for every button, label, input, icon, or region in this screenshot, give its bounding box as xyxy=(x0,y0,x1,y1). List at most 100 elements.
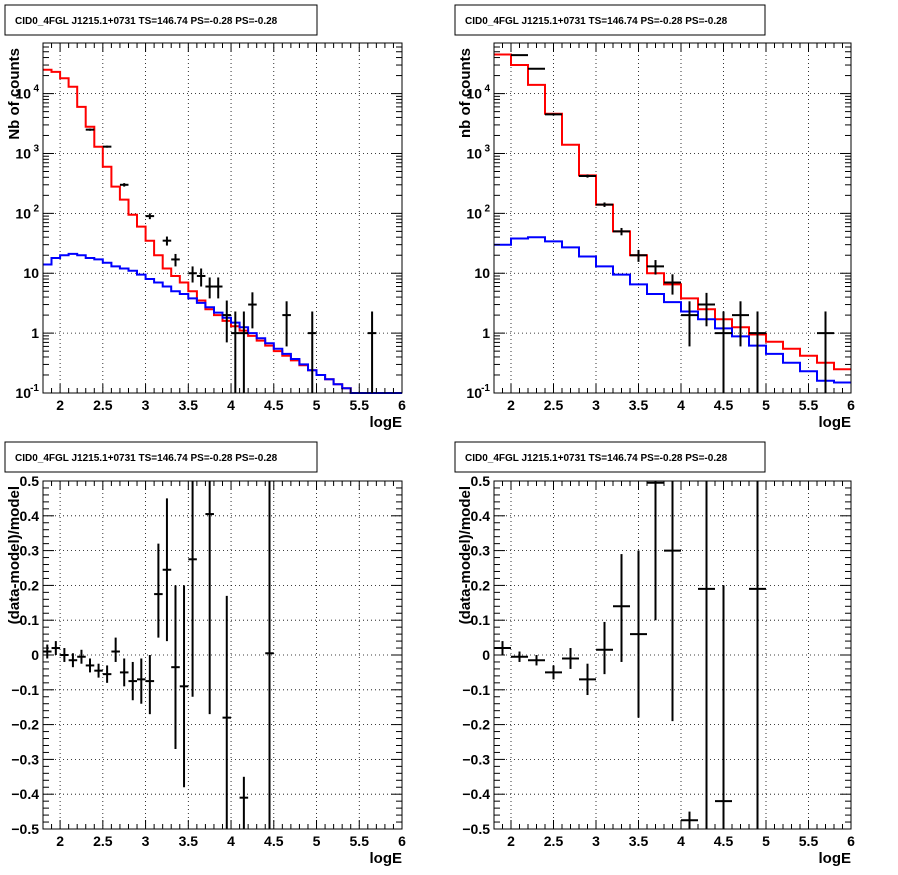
y-tick-label: 1 xyxy=(31,325,39,341)
x-tick-label: 2 xyxy=(56,833,64,849)
data-point xyxy=(119,658,129,687)
y-tick-label: 10 xyxy=(474,265,490,281)
x-tick-label: 3.5 xyxy=(629,397,649,413)
data-point xyxy=(85,128,95,131)
data-point xyxy=(248,292,257,329)
y-tick-label: 10 xyxy=(15,86,31,102)
x-tick-label: 3 xyxy=(592,397,600,413)
x-tick-label: 4.5 xyxy=(714,833,734,849)
data-point xyxy=(179,585,189,788)
data-point xyxy=(231,311,240,393)
x-tick-label: 3 xyxy=(142,833,150,849)
plot-frame xyxy=(42,42,403,394)
y-axis-label: nb of counts xyxy=(457,48,474,138)
x-tick-label: 2 xyxy=(56,397,64,413)
data-point xyxy=(68,653,78,668)
data-point xyxy=(171,585,180,749)
data-point xyxy=(162,498,172,642)
y-tick-label: 0 xyxy=(482,647,490,663)
x-tick-label: 4 xyxy=(677,397,685,413)
plot-frame xyxy=(493,42,852,394)
x-tick-label: 3.5 xyxy=(179,833,199,849)
data-point xyxy=(630,550,647,718)
y-tick-exponent: 4 xyxy=(33,84,39,95)
y-tick-label: 10 xyxy=(15,205,31,221)
data-point xyxy=(188,481,197,697)
x-tick-label: 6 xyxy=(847,833,855,849)
title-box xyxy=(4,4,318,36)
x-tick-label: 3.5 xyxy=(179,397,199,413)
data-point xyxy=(205,481,214,715)
plot-frame xyxy=(42,480,403,830)
x-axis-label: logE xyxy=(370,414,403,431)
data-point xyxy=(111,637,120,662)
y-tick-label: 10 xyxy=(23,265,39,281)
data-point xyxy=(647,481,664,621)
y-tick-label: −0.1 xyxy=(11,682,39,698)
y-tick-label: −0.1 xyxy=(462,682,490,698)
data-point xyxy=(171,253,180,267)
data-point xyxy=(613,227,630,236)
y-axis-label: Nb of counts xyxy=(6,48,23,140)
y-tick-exponent: 4 xyxy=(484,84,490,95)
data-point xyxy=(596,202,613,207)
chart-title: CID0_4FGL J1215.1+0731 TS=146.74 PS=-0.2… xyxy=(465,16,728,27)
title-box xyxy=(454,441,766,473)
chart-title: CID0_4FGL J1215.1+0731 TS=146.74 PS=-0.2… xyxy=(15,453,278,464)
data-point xyxy=(817,311,834,393)
data-point xyxy=(562,648,579,669)
y-tick-exponent: 2 xyxy=(33,203,39,214)
data-point xyxy=(715,585,732,829)
y-tick-label: 0.2 xyxy=(471,577,491,593)
title-box xyxy=(4,441,318,473)
y-tick-label: 0.5 xyxy=(471,473,491,489)
data-point xyxy=(222,300,232,343)
data-point xyxy=(545,665,562,680)
x-tick-label: 6 xyxy=(398,397,406,413)
plot-panel-2: CID0_4FGL J1215.1+0731 TS=146.74 PS=-0.2… xyxy=(454,4,855,431)
chart-title: CID0_4FGL J1215.1+0731 TS=146.74 PS=-0.2… xyxy=(465,453,728,464)
x-tick-label: 4 xyxy=(227,833,235,849)
y-tick-label: 1 xyxy=(482,325,490,341)
data-point xyxy=(85,658,95,673)
plot-panel-3: CID0_4FGL J1215.1+0731 TS=146.74 PS=-0.2… xyxy=(4,441,406,867)
y-tick-label: 0.1 xyxy=(471,612,491,628)
y-tick-label: −0.5 xyxy=(11,821,39,837)
data-point xyxy=(664,274,681,295)
x-tick-label: 6 xyxy=(847,397,855,413)
data-point xyxy=(596,621,613,675)
data-point xyxy=(60,648,69,662)
data-point xyxy=(681,301,698,347)
y-tick-label: 10 xyxy=(466,385,482,401)
histogram-series-2 xyxy=(43,252,402,394)
histogram-series-1 xyxy=(43,68,402,394)
data-point xyxy=(213,277,223,299)
data-point xyxy=(145,655,155,715)
y-tick-label: −0.2 xyxy=(11,717,39,733)
y-tick-label: 0 xyxy=(31,647,39,663)
x-tick-label: 2.5 xyxy=(544,833,564,849)
y-axis-label: (data-model)/model xyxy=(6,486,23,624)
y-tick-label: 0.5 xyxy=(20,473,40,489)
data-point xyxy=(732,301,749,347)
data-point xyxy=(579,663,596,696)
y-tick-exponent: 2 xyxy=(484,203,490,214)
data-point xyxy=(154,543,163,638)
x-tick-label: 3 xyxy=(142,397,150,413)
data-point xyxy=(511,651,528,662)
x-tick-label: 4.5 xyxy=(264,397,284,413)
y-tick-label: −0.4 xyxy=(462,786,490,802)
title-box xyxy=(454,4,766,36)
x-tick-label: 6 xyxy=(398,833,406,849)
x-axis-label: logE xyxy=(819,414,852,431)
y-tick-label: 0.2 xyxy=(20,577,40,593)
data-point xyxy=(528,655,545,666)
data-point xyxy=(647,260,664,275)
data-point xyxy=(188,266,197,283)
data-point xyxy=(579,174,596,178)
y-tick-label: 10 xyxy=(15,385,31,401)
data-point xyxy=(102,145,112,148)
y-tick-label: 0.4 xyxy=(471,508,491,524)
plot-panel-4: CID0_4FGL J1215.1+0731 TS=146.74 PS=-0.2… xyxy=(454,441,855,867)
